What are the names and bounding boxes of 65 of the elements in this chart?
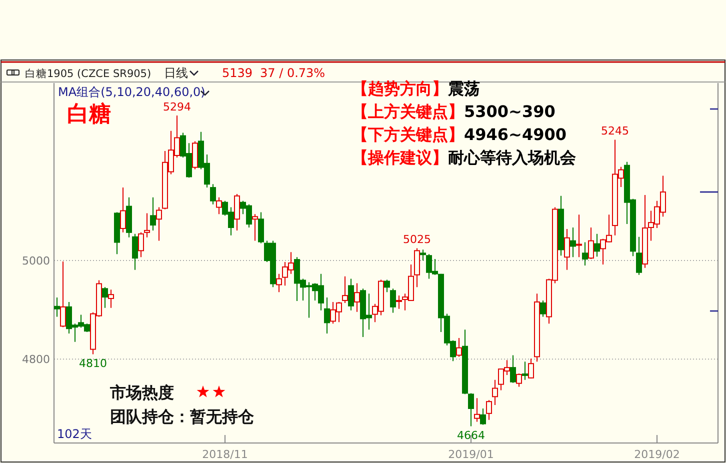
text: 37 / 0.73% <box>260 66 326 80</box>
annotation: 【下方关键点】4946~4900 <box>352 125 566 144</box>
y-tick-label: 4800 <box>22 353 50 366</box>
annotation: 4810 <box>79 357 107 370</box>
candlestick <box>108 289 114 308</box>
candlestick <box>528 358 534 379</box>
candlestick <box>138 232 144 258</box>
candlestick <box>480 408 486 426</box>
candlestick <box>492 379 498 406</box>
annotation: 5025 <box>403 233 431 246</box>
annotation: MA组合(5,10,20,40,60,0) <box>58 85 206 99</box>
candlestick <box>210 184 216 205</box>
candlestick <box>252 214 258 242</box>
candlestick <box>486 400 492 420</box>
annotation: 【上方关键点】5300~390 <box>352 102 556 121</box>
x-tick-label: 2019/01 <box>448 448 494 461</box>
candlestick <box>510 354 516 384</box>
candlestick <box>276 273 282 293</box>
candlestick <box>576 214 582 258</box>
candlestick <box>420 249 426 262</box>
text: 白糖 <box>67 102 111 127</box>
candlestick <box>516 372 522 388</box>
annotation: 市场热度 <box>109 383 174 402</box>
text: 日线 <box>164 66 188 80</box>
candlestick <box>324 297 330 334</box>
candlestick <box>132 233 138 270</box>
annotation: 【趋势方向】震荡 <box>352 79 480 98</box>
text: 5139 <box>222 66 253 80</box>
candlestick <box>474 398 480 422</box>
candlestick <box>594 233 600 258</box>
y-tick-label: 5000 <box>22 254 50 268</box>
candlestick <box>522 361 528 380</box>
x-tick-label: 2019/02 <box>634 448 680 461</box>
candlestick <box>102 286 108 308</box>
candlestick <box>390 288 396 314</box>
candlestick <box>150 196 156 231</box>
candlestick <box>156 206 162 242</box>
candlestick <box>60 261 66 328</box>
candlestick <box>216 196 222 215</box>
x-tick-label: 2018/11 <box>202 448 248 461</box>
candlestick <box>258 212 264 244</box>
candlestick <box>144 212 150 238</box>
candlestick <box>588 226 594 260</box>
candlestick <box>342 276 348 304</box>
candlestick <box>396 295 402 310</box>
candlestick <box>120 187 126 233</box>
annotation: 5245 <box>601 124 629 138</box>
annotation: 【操作建议】耐心等待入场机会 <box>352 148 577 167</box>
candlestick <box>456 337 462 358</box>
candlestick <box>234 193 240 231</box>
annotation: 4664 <box>457 429 485 442</box>
candlestick <box>384 279 390 293</box>
candlestick <box>636 236 642 276</box>
candlestick <box>54 297 60 318</box>
chart-subtitle: 白糖1905 (CZCE SR905) <box>25 67 152 80</box>
candlestick <box>354 282 360 312</box>
candlestick <box>540 300 546 318</box>
annotation: 团队持仓：暂无持仓 <box>110 407 255 426</box>
candlestick <box>570 226 576 258</box>
annotation: 102天 <box>57 427 92 441</box>
candlestick <box>468 392 474 427</box>
candlestick <box>564 228 570 270</box>
candlestick <box>348 278 354 311</box>
annotation: 5294 <box>163 100 191 114</box>
candlestick <box>582 242 588 266</box>
